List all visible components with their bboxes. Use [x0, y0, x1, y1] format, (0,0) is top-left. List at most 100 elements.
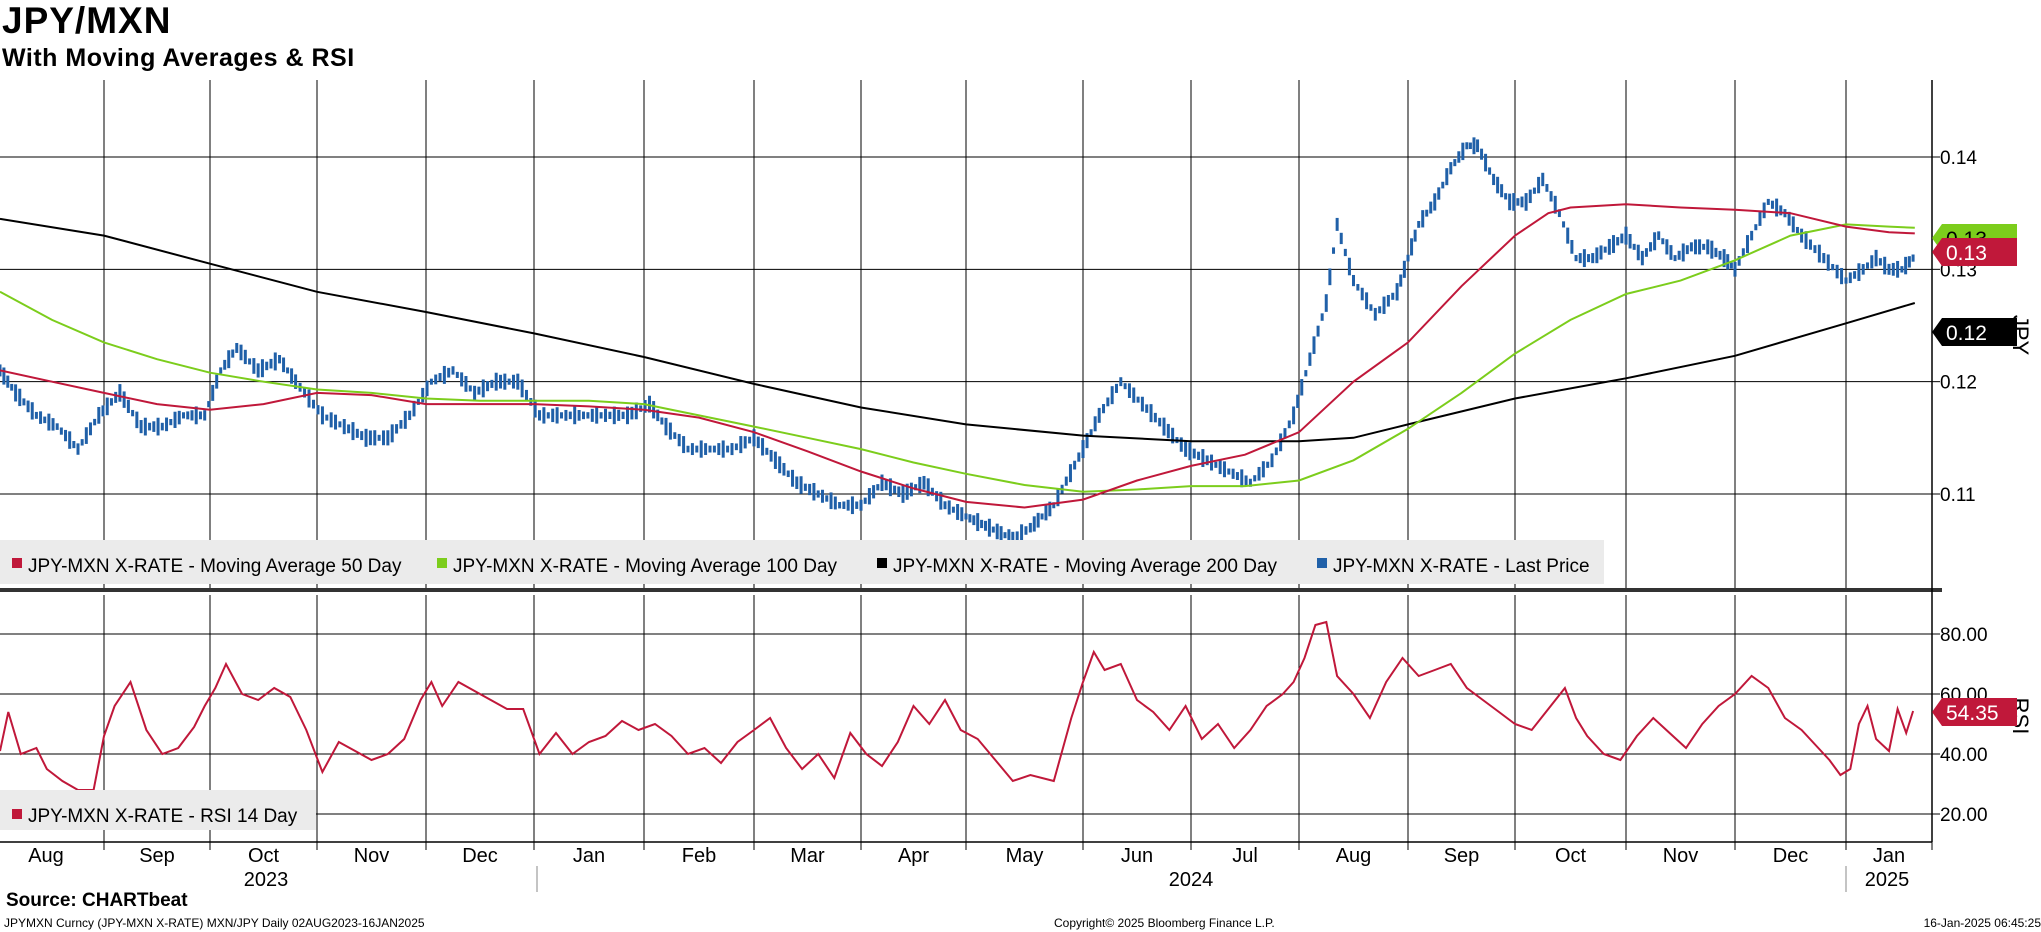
price-bar	[677, 433, 681, 447]
price-bar	[1425, 209, 1429, 217]
price-bar	[739, 436, 743, 454]
legend-label: JPY-MXN X-RATE - RSI 14 Day	[28, 806, 298, 827]
price-bar	[820, 489, 824, 503]
price-bar	[664, 417, 668, 436]
price-bar	[338, 421, 342, 428]
price-bar	[1218, 460, 1222, 475]
price-bar	[888, 478, 892, 497]
price-bar	[303, 388, 307, 398]
price-bar	[1441, 181, 1445, 189]
price-bar	[494, 372, 498, 391]
price-bar	[897, 486, 901, 498]
price-bar	[1770, 200, 1774, 209]
price-bar	[1413, 229, 1417, 242]
source-note: Source: CHARTbeat	[6, 890, 188, 911]
price-bar	[1607, 238, 1611, 255]
legend-swatch	[12, 558, 22, 568]
price-bar	[1524, 193, 1528, 211]
price-bar	[1184, 441, 1188, 457]
price-bar	[850, 496, 854, 515]
price-bar	[434, 374, 438, 385]
price-bar	[135, 411, 139, 429]
price-bar	[14, 384, 18, 402]
price-bar	[643, 400, 647, 413]
price-bar	[1300, 379, 1304, 396]
price-bar	[1461, 142, 1465, 161]
price-bar	[1729, 262, 1733, 269]
price-bar	[101, 405, 105, 417]
price-bar	[1578, 253, 1582, 264]
price-bar	[1733, 262, 1737, 277]
x-year-label: 2025	[1865, 869, 1910, 891]
price-ytick-label: 0.14	[1940, 148, 1977, 169]
price-bar	[1417, 220, 1421, 228]
price-bar	[1240, 469, 1244, 488]
price-bar	[995, 523, 999, 540]
price-bar	[481, 379, 485, 398]
price-bar	[812, 482, 816, 501]
price-bar	[1433, 193, 1437, 211]
price-bar	[582, 411, 585, 420]
price-bar	[951, 506, 955, 513]
price-bar	[1492, 173, 1496, 186]
price-bar	[312, 399, 315, 409]
price-bar	[926, 478, 930, 497]
price-bar	[867, 488, 871, 505]
price-bar	[447, 367, 451, 378]
price-bar	[1048, 501, 1052, 517]
price-bar	[1741, 248, 1745, 257]
price-bar	[499, 374, 503, 389]
price-bar	[1566, 227, 1570, 244]
price-bar	[381, 430, 385, 446]
price-bar	[1616, 237, 1620, 246]
price-bar	[76, 443, 80, 455]
price-bar	[243, 349, 247, 365]
price-bar	[351, 422, 355, 441]
price-bar	[765, 447, 769, 455]
price-bar	[1574, 255, 1578, 262]
price-bar	[1406, 254, 1410, 262]
price-bar	[126, 399, 130, 413]
price-bar	[1612, 235, 1616, 254]
legend-label: JPY-MXN X-RATE - Moving Average 50 Day	[28, 556, 402, 577]
price-bar	[604, 408, 607, 422]
price-bar	[1681, 243, 1685, 262]
price-bar	[972, 515, 976, 526]
price-bar	[1791, 216, 1795, 233]
price-bar	[1649, 242, 1653, 252]
panel-separator	[0, 588, 1942, 592]
price-bar	[88, 422, 92, 436]
price-bar	[1620, 233, 1624, 244]
price-bar	[194, 406, 198, 425]
price-bar	[1644, 248, 1648, 257]
price-bar	[634, 402, 638, 420]
price-bar	[1296, 394, 1300, 408]
price-bar	[1726, 254, 1730, 270]
price-bar	[190, 410, 194, 421]
price-bar	[1003, 532, 1007, 539]
price-bar	[1360, 287, 1364, 301]
x-month-label: Sep	[139, 845, 175, 867]
price-bar	[1750, 230, 1754, 241]
price-bar	[1402, 260, 1406, 278]
legend-label: JPY-MXN X-RATE - Moving Average 100 Day	[453, 556, 838, 577]
price-bar	[1603, 246, 1607, 253]
price-bar	[325, 414, 329, 421]
price-bar	[1582, 249, 1586, 268]
price-bar	[503, 373, 507, 390]
price-bar	[1861, 264, 1865, 275]
price-bar	[786, 470, 790, 478]
price-bar	[795, 476, 799, 490]
price-bar	[1775, 198, 1779, 217]
price-bar	[769, 449, 773, 462]
price-bar	[935, 491, 939, 502]
price-bar	[1052, 502, 1056, 509]
price-bar	[1693, 239, 1697, 255]
price-bar	[451, 366, 455, 375]
price-bar	[1706, 239, 1710, 255]
price-bar	[486, 381, 490, 392]
price-bar	[909, 482, 913, 497]
price-bar	[1449, 162, 1453, 175]
price-bar	[1332, 247, 1336, 254]
price-bar	[1097, 407, 1101, 423]
